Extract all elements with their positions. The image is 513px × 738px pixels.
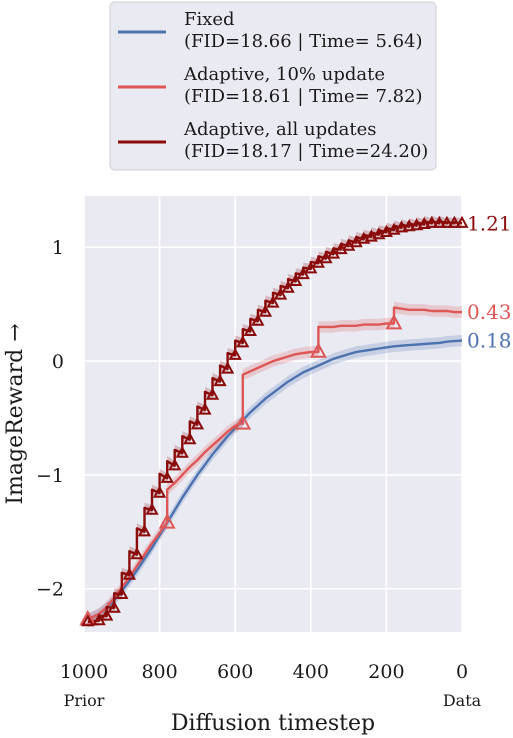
legend-label-2-line1: Adaptive, 10% update [183, 64, 385, 85]
series-3-line [87, 219, 463, 623]
series-2-marker [234, 414, 252, 430]
legend-label-2-line2: (FID=18.61 | Time= 7.82) [184, 86, 423, 107]
series-3-marker [205, 387, 220, 400]
x-tick-label: 0 [456, 661, 468, 683]
series-3-marker [304, 261, 318, 274]
prior-label: Prior [64, 691, 105, 710]
series-3-marker [432, 215, 446, 228]
x-tick-label: 600 [217, 661, 253, 683]
series-3-marker [289, 273, 303, 286]
series-3-end-label: 1.21 [467, 211, 512, 235]
series-3-marker [183, 432, 197, 445]
series-3-marker [228, 347, 242, 360]
series-3-marker [236, 335, 250, 348]
x-tick-labels: 1000 800 600 400 200 0 [60, 661, 468, 683]
series-3-marker [394, 220, 409, 233]
series-3-marker [417, 216, 431, 229]
series-3-marker [410, 218, 424, 231]
series-3-marker [175, 445, 189, 458]
series-3-marker [213, 374, 227, 387]
x-tick-label: 200 [368, 661, 404, 683]
series-3-marker [258, 304, 273, 317]
y-tick-label: 0 [52, 351, 64, 373]
series-3-marker [440, 215, 454, 228]
series-3-marker [168, 458, 182, 471]
series-3-marker [281, 280, 295, 293]
series-3-marker [137, 524, 152, 537]
series-markers [79, 215, 469, 627]
x-tick-label: 800 [141, 661, 177, 683]
data-label: Data [443, 691, 482, 710]
series-3-marker [273, 287, 288, 300]
legend-label-3-line1: Adaptive, all updates [183, 119, 377, 140]
series-2-marker [158, 513, 176, 529]
plot-area [84, 196, 462, 632]
series-2-end-label: 0.43 [467, 300, 512, 324]
legend-label-1-line1: Fixed [184, 9, 235, 30]
series-3-marker [115, 586, 129, 599]
series-3-marker [100, 608, 114, 621]
legend-box [109, 1, 437, 171]
series-3-marker [447, 215, 462, 228]
series-2-marker [309, 342, 327, 358]
series-3-marker [455, 215, 469, 228]
y-tick-label: 1 [52, 237, 64, 259]
series-3-marker [107, 600, 121, 613]
series-3-marker [357, 231, 371, 244]
series-3-marker [198, 402, 212, 415]
x-tick-label: 400 [293, 661, 329, 683]
series-3-marker [402, 219, 416, 232]
y-tick-label: −1 [36, 465, 64, 487]
y-tick-labels: −2 −1 0 1 [36, 237, 64, 601]
series-3-marker [145, 502, 159, 515]
series-3-marker [81, 614, 95, 627]
series-3-marker [251, 313, 265, 326]
series-3-marker [221, 361, 235, 374]
series-3-marker [296, 266, 310, 280]
series-1-end-label: 0.18 [467, 329, 512, 353]
series-3-marker [379, 224, 393, 237]
grid [83, 196, 463, 632]
series-3-marker [372, 227, 386, 240]
legend-label-1-line2: (FID=18.66 | Time= 5.64) [184, 31, 423, 52]
series-3-marker [387, 222, 401, 235]
legend-label-3-line2: (FID=18.17 | Time=24.20) [184, 141, 428, 162]
series-2-marker [385, 313, 403, 330]
series-3-marker [160, 470, 174, 483]
series-3-marker [152, 485, 167, 498]
end-labels: 0.18 0.43 1.21 [467, 211, 512, 352]
series-3-marker [122, 567, 136, 580]
series-3-marker [130, 547, 144, 560]
series-3-marker [190, 417, 205, 430]
legend: Fixed(FID=18.66 | Time= 5.64) Adaptive, 1… [109, 1, 437, 171]
series-3-marker [243, 323, 257, 336]
series-3-marker [364, 229, 378, 242]
series-3-marker [425, 215, 439, 228]
series-3-marker [266, 295, 280, 308]
series-1-line [87, 339, 463, 621]
y-axis-label: ImageReward → [3, 323, 28, 504]
x-axis-label: Diffusion timestep [171, 711, 375, 736]
x-tick-label: 1000 [60, 661, 108, 683]
y-tick-label: −2 [36, 579, 64, 601]
